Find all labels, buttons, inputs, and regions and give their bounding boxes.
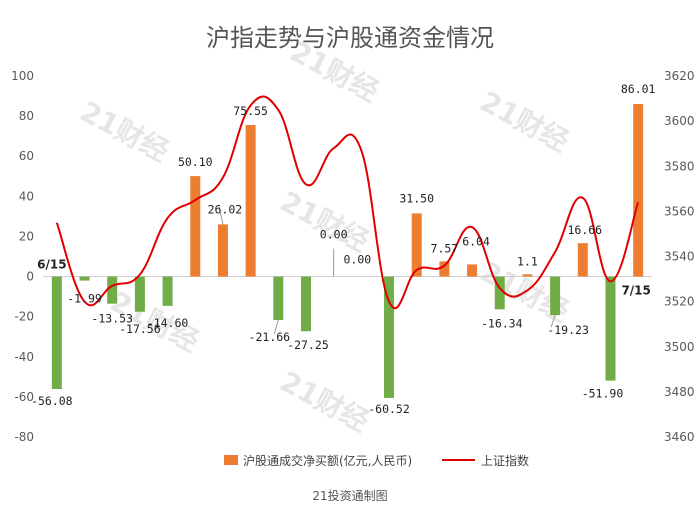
watermark-text: 21财经 — [275, 365, 374, 439]
net-buy-bar — [79, 276, 90, 281]
left-axis-tick-label: 20 — [19, 229, 34, 243]
bar-data-label: 7.57 — [431, 241, 459, 255]
left-axis-tick-label: 40 — [19, 189, 34, 203]
label-leader-line — [550, 314, 556, 328]
right-axis: 3460 3480 3500 3520 3540 3560 3580 3600 3620 — [664, 69, 695, 444]
net-buy-bar — [633, 104, 644, 277]
bar-data-label: -27.25 — [287, 338, 329, 352]
left-axis-tick-label: -60 — [14, 390, 34, 404]
right-axis-tick-label: 3580 — [664, 159, 695, 173]
bar-data-label: -1.99 — [67, 292, 102, 306]
index-line — [55, 95, 640, 310]
left-axis-tick-label: -80 — [14, 430, 34, 444]
bar-data-label: -17.56 — [119, 322, 161, 336]
left-axis-tick-label: 0 — [26, 270, 34, 284]
left-axis: -80 -60 -40 -20 0 20 40 60 80 100 — [11, 69, 34, 444]
bar-data-label: 0.00 — [320, 228, 348, 242]
right-axis-tick-label: 3560 — [664, 204, 695, 218]
right-axis-tick-label: 3540 — [664, 250, 695, 264]
left-axis-tick-label: -20 — [14, 310, 34, 324]
net-buy-bar — [550, 276, 561, 316]
right-axis-tick-label: 3520 — [664, 295, 695, 309]
bar-data-label: 75.55 — [233, 104, 268, 118]
bar-data-label: -19.23 — [547, 323, 589, 337]
source-note: 21投资通制图 — [312, 488, 387, 503]
legend-bar-label: 沪股通成交净买额(亿元,人民币) — [243, 453, 412, 468]
net-buy-bar — [577, 243, 588, 277]
net-buy-bar — [134, 276, 145, 312]
end-date-label: 7/15 — [621, 284, 650, 298]
left-axis-tick-label: 100 — [11, 69, 34, 83]
right-axis-tick-label: 3480 — [664, 385, 695, 399]
bar-data-labels: -56.08 -1.99 -13.53-17.56-14.60 50.10 26.02 7… — [31, 82, 655, 416]
bar-data-label: 16.66 — [567, 223, 602, 237]
right-axis-tick-label: 3620 — [664, 69, 695, 83]
net-buy-bar — [467, 264, 478, 277]
bar-data-label: -60.52 — [368, 402, 410, 416]
net-buy-bar — [494, 276, 505, 310]
bar-data-label: 31.50 — [399, 191, 434, 205]
left-axis-tick-label: 60 — [19, 149, 34, 163]
legend-line-label: 上证指数 — [481, 453, 529, 468]
watermark-text: 21财经 — [475, 85, 574, 159]
chart-title: 沪指走势与沪股通资金情况 — [206, 24, 494, 52]
bar-data-label: 6.04 — [462, 234, 490, 248]
net-buy-bar — [217, 224, 228, 277]
watermark-text: 21财经 — [275, 185, 374, 259]
bar-data-label: -56.08 — [31, 394, 73, 408]
net-buy-bar — [273, 276, 284, 320]
left-axis-tick-label: -40 — [14, 350, 34, 364]
legend: 沪股通成交净买额(亿元,人民币) 上证指数 — [224, 453, 529, 468]
net-buy-bar — [384, 276, 395, 398]
bar-data-label: 1.1 — [517, 254, 538, 268]
label-leader-lines — [218, 206, 556, 335]
watermark-text: 21财经 — [75, 95, 174, 169]
bar-data-label: 50.10 — [178, 155, 213, 169]
bar-data-label: -21.66 — [249, 330, 291, 344]
bar-data-label: -14.60 — [147, 316, 189, 330]
bar-data-label: 86.01 — [621, 82, 656, 96]
left-axis-tick-label: 80 — [19, 109, 34, 123]
net-buy-bar — [190, 176, 201, 277]
legend-bar-swatch — [224, 455, 238, 465]
bar-data-label: 0.00 — [343, 253, 371, 267]
right-axis-tick-label: 3460 — [664, 430, 695, 444]
net-buy-bar — [439, 261, 450, 277]
net-buy-bar — [522, 274, 533, 277]
label-leader-line — [218, 206, 224, 225]
net-buy-bar — [51, 276, 62, 390]
start-date-label: 6/15 — [37, 258, 66, 272]
bar-data-label: -16.34 — [481, 316, 523, 330]
label-leader-line — [273, 319, 279, 335]
right-axis-tick-label: 3500 — [664, 340, 695, 354]
net-buy-bars — [51, 104, 644, 398]
right-axis-tick-label: 3600 — [664, 114, 695, 128]
net-buy-bar — [162, 276, 173, 306]
bar-data-label: 26.02 — [208, 202, 243, 216]
net-buy-bar — [411, 213, 422, 277]
net-buy-bar — [245, 125, 256, 277]
bar-data-label: -51.90 — [582, 387, 624, 401]
bar-data-label: -13.53 — [91, 312, 133, 326]
net-buy-bar — [605, 276, 616, 381]
net-buy-bar — [107, 276, 118, 304]
net-buy-bar — [300, 276, 311, 332]
